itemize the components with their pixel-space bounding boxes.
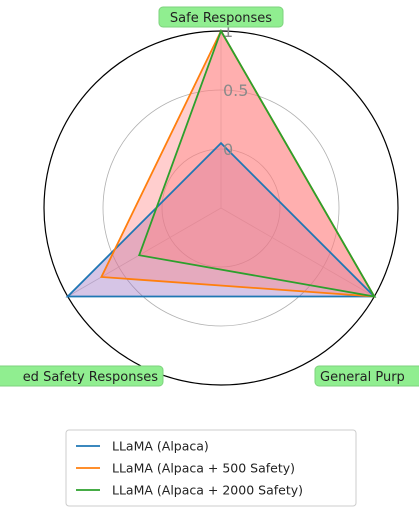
axis-labels: Safe Responses General Purp ed Safety Resp… xyxy=(0,6,419,387)
axis-label-text: General Purp xyxy=(320,370,405,385)
legend-entry: LLaMA (Alpaca + 500 Safety) xyxy=(76,461,295,476)
series-line xyxy=(137,28,377,298)
axis-label: Safe Responses xyxy=(158,6,284,28)
legend-entry: LLaMA (Alpaca) xyxy=(76,439,209,454)
series-fill xyxy=(139,31,375,297)
tick-label: 1 xyxy=(223,22,233,41)
series-fill xyxy=(101,31,375,297)
spoke-line xyxy=(220,207,375,297)
axis-label: ed Safety Responses xyxy=(0,365,164,387)
axis-label-text: ed Safety Responses xyxy=(23,370,159,385)
series-fills xyxy=(67,31,375,297)
axis-label: General Purp xyxy=(314,365,419,387)
legend-entry: LLaMA (Alpaca + 2000 Safety) xyxy=(76,483,303,498)
tick-label: 0.5 xyxy=(223,81,248,100)
series-line xyxy=(65,141,377,298)
legend-box xyxy=(65,429,357,507)
axis-label-box xyxy=(314,365,419,387)
spoke-line xyxy=(67,207,222,297)
series-fill xyxy=(67,143,375,297)
legend: LLaMA (Alpaca) LLaMA (Alpaca + 500 Safety… xyxy=(65,429,357,507)
radial-ticks: 00.51 xyxy=(223,22,248,159)
axis-label-text: Safe Responses xyxy=(170,11,272,26)
series-lines xyxy=(65,28,377,298)
legend-label: LLaMA (Alpaca) xyxy=(112,439,209,454)
legend-label: LLaMA (Alpaca + 2000 Safety) xyxy=(112,483,303,498)
legend-label: LLaMA (Alpaca + 500 Safety) xyxy=(112,461,295,476)
axis-label-box xyxy=(0,365,164,387)
axis-label-box xyxy=(158,6,284,28)
tick-label: 0 xyxy=(223,140,233,159)
